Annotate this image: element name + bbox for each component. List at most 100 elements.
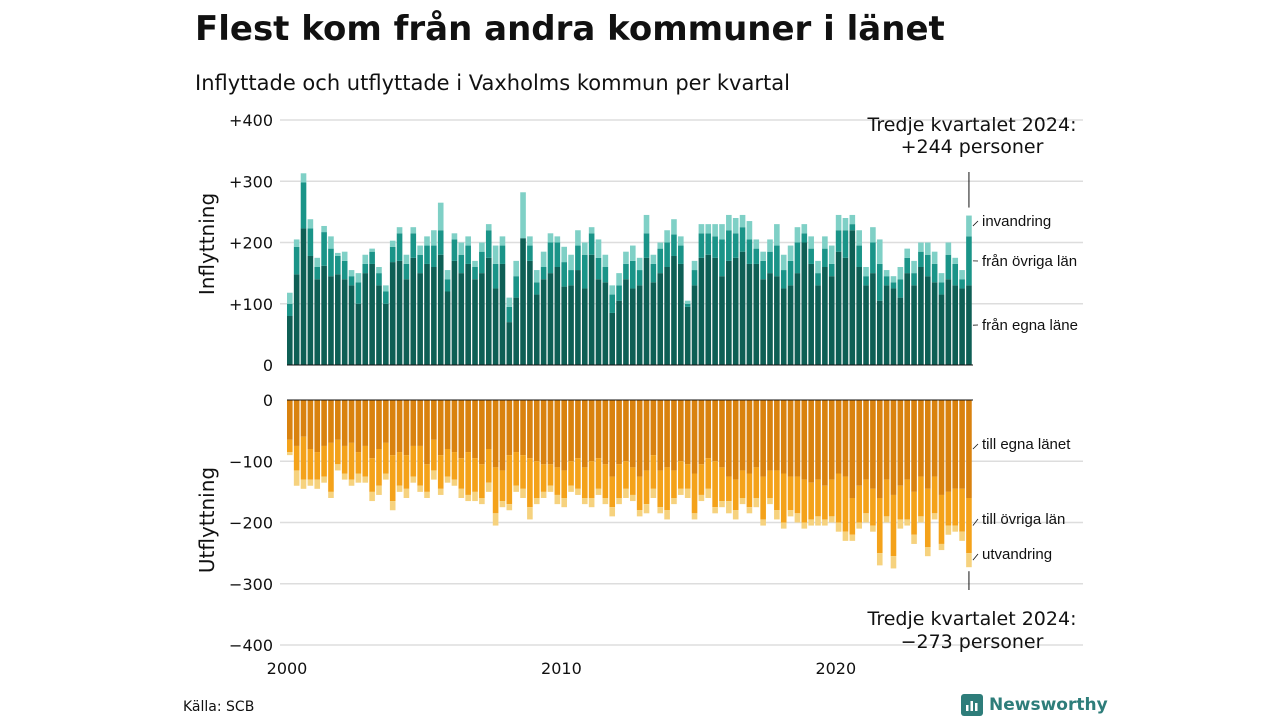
bar-segment (602, 464, 609, 498)
bar-segment (883, 516, 890, 523)
bar-segment (849, 400, 856, 498)
bar-segment (863, 267, 869, 277)
bar-segment (828, 263, 835, 277)
bar-segment (465, 452, 471, 495)
bar-segment (533, 270, 540, 283)
bar-segment (492, 263, 499, 289)
bar-segment (437, 254, 444, 365)
bar-segment (801, 400, 808, 480)
bar-segment (732, 257, 739, 365)
bar-segment (636, 285, 643, 365)
bar-segment (383, 400, 389, 443)
bar-segment (890, 494, 897, 557)
bar-segment (890, 288, 897, 365)
bar-segment (698, 464, 705, 495)
bar-segment (513, 485, 519, 492)
bar-segment (705, 224, 712, 234)
bar-segment (472, 267, 478, 280)
bar-segment (287, 400, 293, 440)
bar-segment (876, 300, 883, 365)
bar-segment (780, 522, 787, 529)
bar-segment (383, 285, 389, 292)
bar-segment (376, 267, 382, 274)
bar-segment (739, 400, 746, 471)
bar-segment (856, 245, 862, 267)
bar-segment (506, 297, 513, 307)
bar-segment (362, 476, 369, 483)
bar-segment (616, 464, 622, 498)
bar-segment (705, 400, 712, 459)
bar-segment (966, 553, 972, 568)
bar-segment (952, 257, 959, 264)
bar-segment (506, 322, 513, 365)
bar-segment (767, 251, 773, 274)
bar-segment (684, 400, 691, 465)
bar-segment (904, 519, 910, 526)
bar-segment (499, 501, 506, 508)
brand-name: Newsworthy (989, 695, 1108, 715)
bar-segment (794, 273, 801, 365)
bar-segment (726, 501, 732, 514)
bar-segment (417, 254, 423, 274)
bar-segment (300, 182, 307, 229)
bar-segment (389, 400, 396, 456)
bar-segment (835, 473, 842, 523)
bar-segment (451, 239, 458, 261)
bar-segment (856, 485, 862, 523)
bar-segment (650, 263, 657, 283)
bar-segment (307, 219, 314, 229)
bar-segment (794, 476, 801, 514)
bar-segment (849, 498, 856, 535)
chart-title: Flest kom från andra kommuner i länet (195, 9, 945, 49)
bar-segment (417, 485, 423, 492)
bar-segment (314, 257, 321, 267)
bar-segment (739, 227, 746, 252)
bar-segment (547, 242, 554, 274)
bar-segment (417, 400, 423, 446)
bar-segment (568, 270, 574, 286)
bar-segment (904, 248, 910, 258)
x-axis: 2000 2010 2020 (267, 659, 857, 678)
bar-segment (732, 510, 739, 520)
bar-segment (513, 400, 519, 453)
bar-segment (904, 273, 910, 365)
bar-segment (904, 400, 910, 480)
bar-segment (623, 461, 629, 489)
bar-segment (753, 239, 760, 249)
chart-subtitle: Inflyttade och utflyttade i Vaxholms kom… (195, 71, 790, 95)
bar-segment (431, 245, 437, 267)
bar-segment (410, 400, 417, 446)
bar-segment (664, 467, 670, 511)
bar-segment (362, 273, 369, 365)
bar-segment (458, 254, 465, 274)
bar-segment (726, 476, 732, 502)
bar-segment (335, 255, 341, 275)
bar-segment (691, 473, 698, 514)
bar-segment (732, 218, 739, 234)
bar-segment (376, 485, 382, 495)
bar-segment (938, 494, 945, 544)
bar-segment (575, 270, 581, 365)
bar-segment (678, 263, 684, 365)
bar-segment (938, 400, 945, 495)
bar-segment (540, 251, 547, 267)
bar-segment (657, 242, 664, 249)
bar-segment (767, 273, 773, 365)
bar-segment (293, 400, 300, 446)
bar-segment (890, 400, 897, 495)
bar-segment (870, 488, 876, 526)
bar-segment (815, 273, 821, 286)
bar-segment (328, 400, 334, 443)
bar-segment (835, 400, 842, 474)
bar-segment (527, 236, 533, 246)
bar-segment (780, 254, 787, 271)
bar-segment (321, 232, 327, 266)
bar-segment (945, 525, 952, 535)
bar-segment (389, 262, 396, 365)
bar-segment (630, 245, 636, 261)
bar-segment (465, 263, 471, 365)
bar-segment (897, 519, 904, 529)
bar-segment (767, 470, 773, 498)
bar-segment (911, 260, 917, 274)
bar-segment (897, 485, 904, 520)
